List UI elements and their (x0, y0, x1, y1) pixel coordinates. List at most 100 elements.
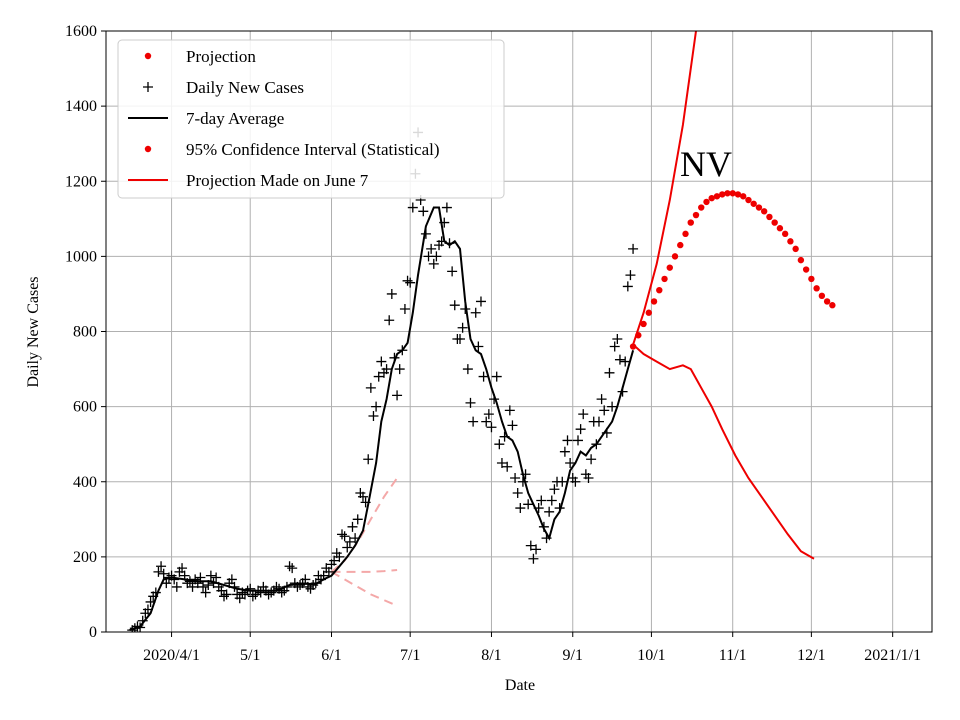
daily-case-marker (397, 345, 408, 356)
june7-projection-line (331, 571, 398, 607)
axes: 2020/4/1 5/1 6/1 7/1 8/1 9/1 10/1 11/1 12/1 2021/… (65, 23, 921, 664)
daily-case-marker (360, 497, 371, 508)
projection-dot (719, 191, 726, 198)
daily-case-marker (276, 587, 287, 598)
daily-case-marker (156, 561, 167, 572)
y-tick-label: 1200 (65, 173, 97, 190)
projection-dot (766, 213, 773, 221)
daily-case-marker (455, 334, 465, 345)
daily-case-marker (300, 574, 311, 585)
x-tick-label: 6/1 (321, 647, 341, 664)
june7-projection-line (330, 477, 398, 573)
daily-case-marker (625, 270, 636, 281)
projection-dot (745, 196, 752, 204)
daily-case-marker (481, 416, 492, 427)
daily-case-marker (237, 587, 248, 598)
daily-case-marker (617, 386, 628, 397)
projection-dot (750, 200, 757, 207)
projection-dot (698, 204, 705, 211)
daily-case-marker (468, 416, 479, 427)
daily-case-marker (473, 341, 484, 352)
y-tick-label: 1000 (65, 248, 97, 265)
daily-case-marker (179, 570, 190, 581)
legend-dot-marker (144, 145, 152, 153)
legend-label: Daily New Cases (186, 78, 304, 97)
plot-area (127, 31, 836, 632)
projection-dot (802, 266, 810, 273)
daily-case-marker (557, 476, 568, 487)
daily-case-marker (426, 243, 437, 254)
projection-dot (650, 298, 658, 305)
daily-case-marker (599, 405, 610, 416)
daily-case-marker (593, 416, 604, 427)
projection-dot (771, 219, 778, 226)
daily-case-marker (418, 206, 429, 217)
daily-case-marker (604, 367, 615, 378)
daily-case-marker (205, 570, 216, 581)
daily-case-marker (562, 435, 573, 446)
y-tick-label: 0 (89, 624, 97, 641)
daily-case-marker (169, 574, 180, 585)
y-tick-label: 200 (73, 549, 97, 566)
daily-case-marker (163, 572, 174, 583)
daily-case-marker (329, 555, 340, 566)
daily-case-marker (441, 202, 452, 213)
daily-case-marker (310, 578, 321, 589)
projection-dot (729, 190, 736, 197)
y-tick-label: 1400 (65, 98, 97, 115)
daily-case-marker (402, 275, 413, 286)
projection-dot (829, 302, 836, 309)
daily-case-marker (137, 615, 148, 626)
daily-case-marker (620, 356, 631, 367)
daily-case-marker (386, 288, 397, 299)
daily-case-marker (549, 484, 560, 495)
daily-case-marker (462, 364, 473, 375)
daily-case-marker (496, 457, 507, 468)
daily-case-marker (350, 533, 361, 544)
daily-case-marker (284, 561, 295, 572)
daily-case-marker (528, 553, 539, 564)
daily-case-marker (389, 352, 400, 363)
daily-case-marker (405, 277, 416, 288)
daily-case-marker (431, 251, 442, 262)
daily-case-marker (182, 578, 193, 589)
daily-case-marker (525, 540, 536, 551)
daily-case-marker (436, 236, 447, 247)
daily-case-marker (127, 625, 138, 632)
projection-dot (708, 194, 715, 202)
daily-case-marker (195, 572, 206, 583)
daily-case-marker (447, 266, 458, 277)
projection-dot (787, 238, 794, 245)
daily-case-marker (363, 454, 374, 465)
daily-case-marker (536, 495, 547, 506)
daily-case-marker (135, 622, 146, 632)
daily-case-marker (192, 578, 203, 589)
y-tick-label: 1600 (65, 23, 97, 40)
daily-case-marker (541, 533, 552, 544)
daily-case-marker (245, 583, 256, 594)
x-tick-label: 12/1 (797, 647, 825, 664)
daily-case-marker (255, 587, 266, 598)
projection-dot (629, 343, 637, 350)
daily-case-marker (570, 476, 581, 487)
daily-case-marker (515, 503, 526, 514)
daily-case-marker (203, 580, 214, 591)
daily-case-marker (271, 581, 282, 592)
daily-case-marker (612, 334, 623, 345)
daily-case-marker (399, 303, 410, 314)
daily-case-marker (242, 585, 253, 596)
daily-case-marker (171, 581, 182, 592)
daily-case-marker (499, 431, 510, 442)
daily-case-marker (292, 581, 303, 592)
daily-case-marker (211, 572, 222, 583)
daily-case-marker (591, 439, 602, 450)
daily-case-marker (601, 427, 612, 438)
projection-dot (813, 285, 820, 292)
daily-case-marker (538, 521, 549, 532)
daily-case-marker (132, 621, 143, 632)
daily-case-marker (198, 581, 209, 592)
daily-case-marker (381, 364, 392, 375)
daily-case-marker (586, 454, 597, 465)
daily-case-marker (533, 503, 544, 514)
